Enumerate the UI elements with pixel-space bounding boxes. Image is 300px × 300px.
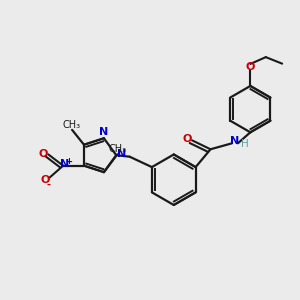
Text: -: - xyxy=(46,180,50,190)
Text: N: N xyxy=(230,136,239,146)
Text: N: N xyxy=(60,159,69,169)
Text: H: H xyxy=(241,139,248,149)
Text: CH₃: CH₃ xyxy=(109,144,127,154)
Text: O: O xyxy=(183,134,192,144)
Text: +: + xyxy=(65,157,72,166)
Text: N: N xyxy=(99,127,109,137)
Text: O: O xyxy=(38,149,48,159)
Text: O: O xyxy=(40,175,50,185)
Text: O: O xyxy=(246,62,255,72)
Text: CH₃: CH₃ xyxy=(62,119,81,130)
Text: N: N xyxy=(117,149,126,159)
